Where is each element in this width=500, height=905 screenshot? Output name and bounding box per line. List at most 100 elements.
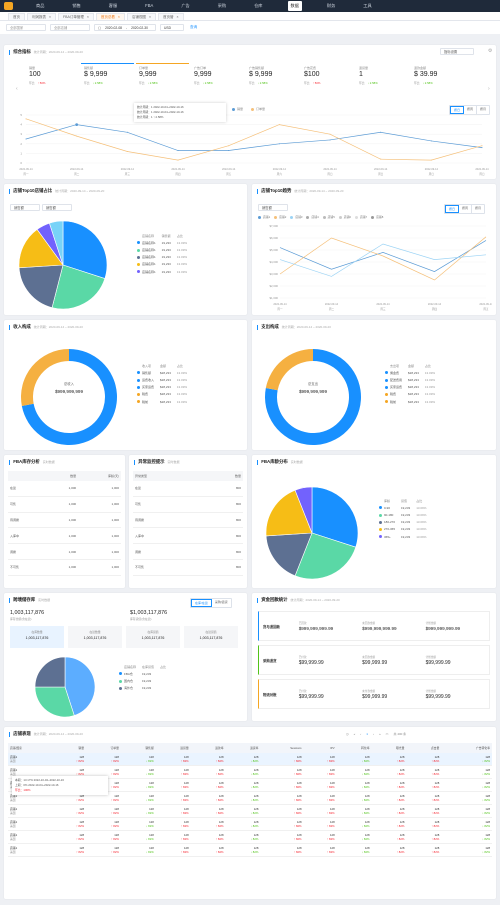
legend-swatch: [137, 393, 140, 397]
tab-0[interactable]: 首页: [8, 13, 25, 20]
filter-bar: 全部国家 全部店铺 ▢ 2020-02-08 - 2020-02-30 USD …: [0, 21, 500, 34]
share-metric-select-2[interactable]: 销售额: [42, 204, 72, 211]
column-header[interactable]: 店铺/国家: [10, 746, 22, 750]
nav-item-2[interactable]: 客服: [108, 3, 118, 8]
nav-item-3[interactable]: FBA: [145, 3, 154, 8]
metric-card[interactable]: 广告花费 $100 环比 ↑ 50%: [301, 63, 354, 95]
data-point: [76, 135, 78, 137]
prev-page-icon[interactable]: ‹: [360, 732, 362, 736]
close-icon[interactable]: ×: [49, 15, 52, 19]
settings-icon[interactable]: ⚙: [488, 48, 493, 54]
highlight-point: [75, 123, 79, 126]
segment-2[interactable]: 按月: [475, 206, 482, 210]
currency-select[interactable]: USD: [160, 24, 184, 31]
close-icon[interactable]: ×: [176, 15, 179, 19]
close-icon[interactable]: ×: [86, 15, 89, 19]
page-number[interactable]: 1: [366, 732, 368, 736]
tab-3[interactable]: 首页总看 ×: [95, 13, 125, 20]
nav-item-4[interactable]: 广告: [181, 3, 190, 8]
x-tick-label: 2022-09-14: [222, 167, 236, 171]
segment-1[interactable]: 按周: [464, 106, 478, 114]
tab-2[interactable]: FBA订单管理 ×: [58, 13, 94, 20]
trend-legend-item[interactable]: 店铺6: [338, 215, 351, 219]
metric-card[interactable]: 退款金额 $ 39.99 环比 ↓ 2.58%: [411, 63, 464, 95]
nav-item-1[interactable]: 销售: [72, 3, 81, 8]
tab-4[interactable]: 店铺视图 ×: [126, 13, 156, 20]
close-icon[interactable]: ×: [148, 15, 151, 19]
segment-0[interactable]: 按日: [445, 205, 460, 213]
segment-2[interactable]: 按月: [480, 107, 487, 111]
line-legend: 销量 订单量: [232, 107, 265, 111]
date-range[interactable]: ▢ 2020-02-08 - 2020-02-30: [94, 24, 156, 31]
seg-purchase[interactable]: 采购/退货: [214, 600, 228, 604]
trend-legend-item[interactable]: 店铺5: [322, 215, 335, 219]
column-header[interactable]: 点击量: [430, 746, 440, 750]
column-header[interactable]: 销售额: [145, 746, 154, 750]
table-row: 待调拨 1,000 1,000: [8, 512, 121, 529]
close-icon[interactable]: ×: [117, 15, 120, 19]
metric-label: 订单量: [139, 66, 149, 70]
column-header[interactable]: Sessions: [290, 746, 302, 750]
query-button[interactable]: 查询: [190, 25, 198, 29]
column-header[interactable]: 销量: [78, 746, 84, 750]
segment-1[interactable]: 按周: [459, 205, 473, 213]
column-header[interactable]: 退款率: [215, 746, 224, 750]
metric-card[interactable]: 广告订单 9,999 环比 ↓ 2.58%: [191, 63, 244, 95]
column-header[interactable]: 订单量: [110, 746, 119, 750]
pie-slice: [62, 220, 108, 279]
trend-legend-item[interactable]: 店铺2: [274, 215, 286, 219]
metric-card[interactable]: 订单量 9,999 环比 ↓ 2.58%: [136, 63, 189, 95]
column-header[interactable]: 转化率: [361, 746, 370, 750]
tab-1[interactable]: 利润报表 ×: [27, 13, 57, 20]
legend-row: 店铺名称1 19,233 13.09%: [134, 268, 190, 275]
country-select[interactable]: 全部国家: [6, 24, 46, 31]
metric-card[interactable]: 退货量 1 环比 ↓ 2.58%: [356, 63, 409, 95]
metric-card[interactable]: 广告销售额 $ 9,999 环比 ↓ 2.58%: [246, 63, 299, 95]
nav-item-6[interactable]: 仓库: [254, 3, 263, 8]
nav-item-0[interactable]: 商品: [36, 3, 45, 8]
column-header[interactable]: 退货量: [180, 746, 189, 750]
top10-trend-title: 店铺Top10趋势: [261, 188, 292, 193]
nav-item-8[interactable]: 财务: [326, 3, 336, 8]
next-arrow-icon[interactable]: ›: [488, 86, 490, 92]
metric-card[interactable]: 销售额 $ 9,999 环比 ↓ 2.58%: [81, 63, 134, 95]
trend-legend-item[interactable]: 店铺7: [354, 215, 367, 219]
last-page-icon[interactable]: »: [378, 732, 381, 736]
share-metric-select[interactable]: 销售额: [10, 204, 40, 211]
pagination: ◷ « ‹ 1 › » ▭ 共 400 条: [346, 732, 406, 736]
shop-select[interactable]: 全部店铺: [50, 24, 90, 31]
column-header[interactable]: 退货率: [249, 746, 259, 750]
nav-item-7[interactable]: 数据: [287, 1, 302, 11]
page-size-select[interactable]: ▭: [385, 732, 389, 736]
trend-metric-select[interactable]: 销售额: [258, 204, 288, 211]
trend-legend-item[interactable]: 店铺8: [371, 215, 383, 219]
nav-item-5[interactable]: 采购: [217, 3, 227, 8]
first-page-icon[interactable]: «: [353, 732, 356, 736]
column-header[interactable]: 曝光量: [396, 746, 405, 750]
column-header[interactable]: IPV: [330, 746, 335, 750]
nav-item-9[interactable]: 工具: [363, 3, 372, 8]
help-icon[interactable]: ◷: [346, 732, 349, 736]
segment-0[interactable]: 按日: [450, 106, 465, 114]
seg-in-stock[interactable]: 在库/在途: [191, 599, 212, 607]
prev-arrow-icon[interactable]: ‹: [16, 86, 18, 92]
trend-legend-item[interactable]: 店铺3: [290, 215, 302, 219]
legend-swatch: [379, 513, 382, 517]
metric-card[interactable]: 销量 100 环比 ↑ 50%: [26, 63, 79, 95]
trend-legend-item[interactable]: 店铺4: [306, 215, 319, 219]
next-page-icon[interactable]: ›: [372, 732, 374, 736]
metric-settings-select[interactable]: 指标设置: [440, 48, 474, 55]
trend-legend-item[interactable]: 店铺1: [258, 215, 270, 219]
column-header[interactable]: 广告转化率: [476, 746, 490, 750]
legend-row: 海外仓 19,233: [116, 685, 169, 692]
tab-5[interactable]: 首页管 ×: [158, 13, 184, 20]
y-tick-label: $4,000: [269, 260, 278, 264]
x-tick-label: 2022-09-14: [479, 302, 492, 306]
